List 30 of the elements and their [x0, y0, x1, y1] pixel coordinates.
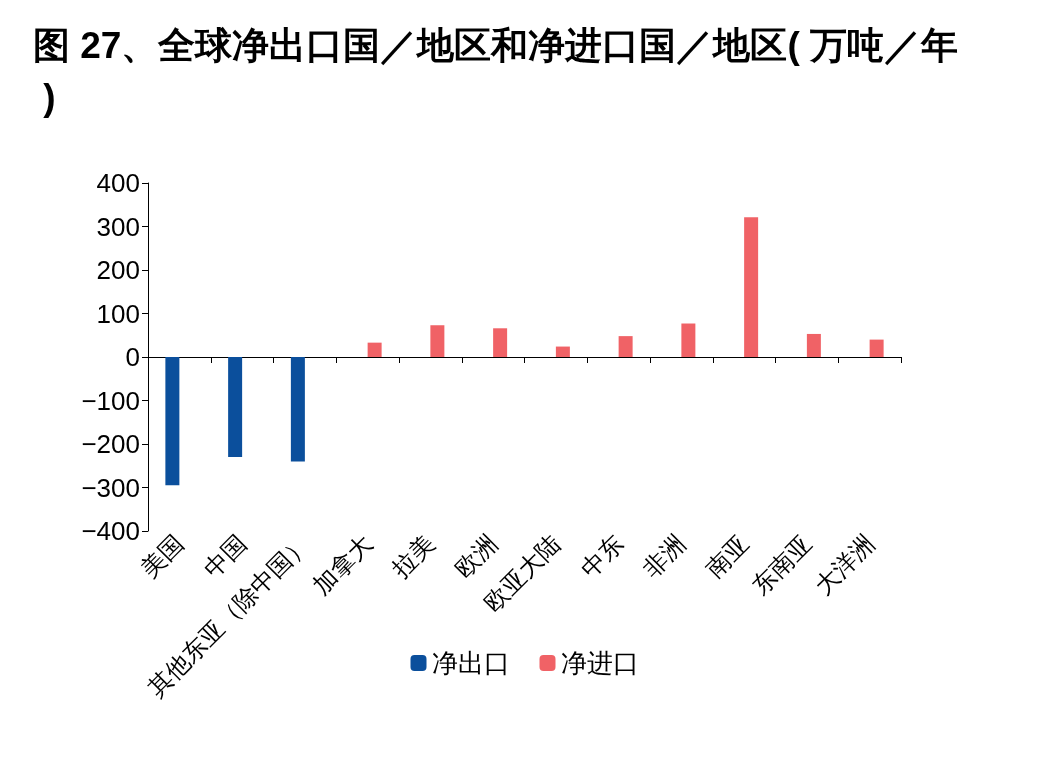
- bar: [228, 357, 243, 458]
- bar: [367, 342, 382, 357]
- bar: [290, 357, 305, 462]
- bar: [744, 217, 759, 357]
- x-tick-label: 加拿大: [307, 529, 378, 600]
- y-tick-label: −100: [81, 385, 140, 416]
- y-tick-label: 100: [96, 298, 140, 329]
- y-tick-label: 400: [96, 168, 140, 198]
- y-tick-label: −400: [81, 516, 140, 546]
- y-tick-label: 0: [125, 342, 140, 372]
- legend-label: 净进口: [560, 648, 639, 678]
- x-tick-label: 南亚: [700, 529, 754, 583]
- x-tick-label: 中东: [575, 529, 629, 583]
- bar: [806, 333, 821, 357]
- y-tick-label: −200: [81, 429, 140, 459]
- bar: [681, 323, 696, 357]
- y-tick-label: 300: [96, 211, 140, 242]
- legend-label: 净出口: [431, 648, 510, 678]
- x-tick-label: 拉美: [386, 529, 440, 583]
- bar: [869, 339, 884, 357]
- x-tick-label: 非洲: [637, 529, 691, 583]
- y-tick-label: −300: [81, 472, 140, 503]
- y-tick-label: 200: [96, 255, 140, 285]
- bar: [165, 357, 180, 486]
- bar: [555, 346, 570, 357]
- x-tick-label: 中国: [198, 529, 252, 583]
- bar: [493, 328, 508, 357]
- chart-title: 图 27、全球净出口国／地区和净进口国／地区( 万吨／年 ): [33, 24, 959, 118]
- bar: [430, 325, 445, 357]
- bar: [618, 336, 633, 357]
